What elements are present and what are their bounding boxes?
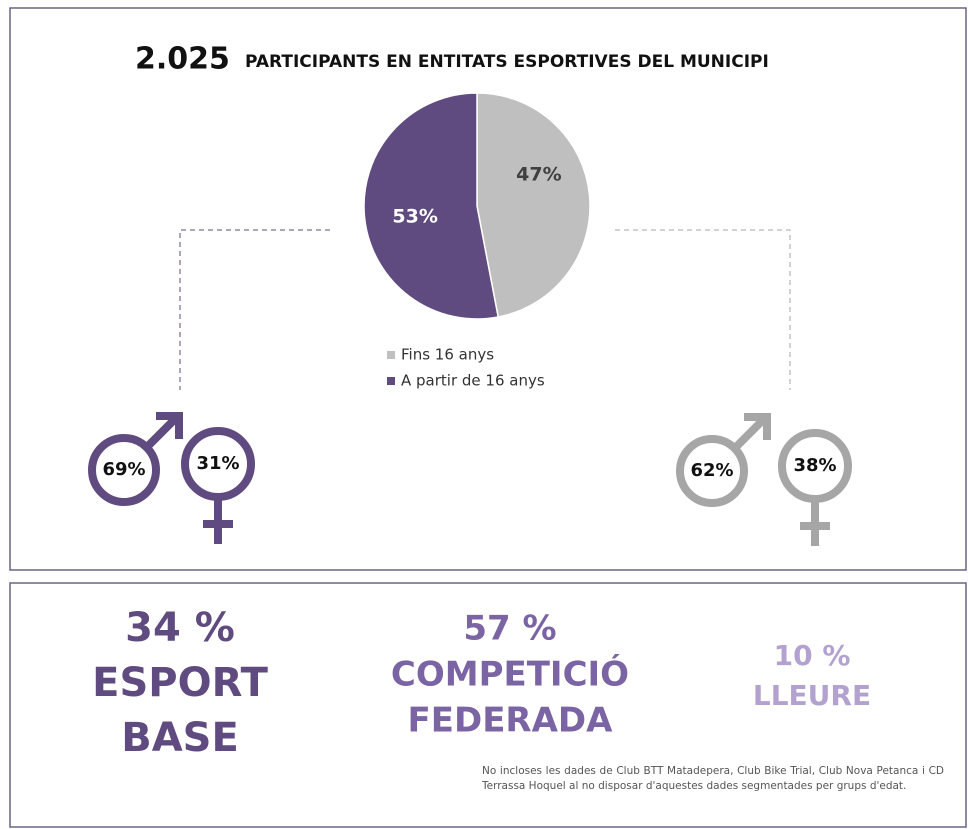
slice-label: 47% — [516, 164, 561, 186]
legend-swatch — [387, 351, 395, 359]
male-arrow — [144, 412, 183, 450]
header-number: 2.025 — [135, 42, 230, 77]
top-panel — [9, 7, 967, 571]
stat-label: BASE — [121, 715, 239, 761]
legend-label: Fins 16 anys — [401, 346, 494, 364]
stat-value: 34 % — [125, 605, 235, 651]
stat-value: 57 % — [463, 609, 556, 649]
connector — [615, 229, 791, 390]
stat-label: LLEURE — [753, 679, 871, 712]
slice-label: 53% — [392, 205, 437, 227]
pie-slice — [476, 92, 591, 318]
pie-slice — [363, 92, 500, 320]
connector — [179, 229, 330, 390]
stat-label: ESPORT — [92, 660, 268, 706]
male-symbol — [88, 434, 160, 506]
male-symbol — [676, 435, 748, 507]
female-cross — [800, 499, 830, 546]
legend-swatch — [387, 377, 395, 385]
male-share: 62% — [690, 460, 733, 481]
legend-label: A partir de 16 anys — [401, 372, 545, 390]
male-share: 69% — [102, 459, 145, 480]
header-title: PARTICIPANTS EN ENTITATS ESPORTIVES DEL … — [245, 52, 769, 72]
stat-value: 10 % — [774, 639, 851, 672]
female-share: 31% — [196, 453, 239, 474]
female-share: 38% — [793, 455, 836, 476]
female-cross — [203, 497, 233, 544]
male-arrow — [732, 413, 771, 451]
stat-label: COMPETICIÓ — [391, 654, 629, 695]
stat-label: FEDERADA — [408, 701, 614, 741]
footnote: No incloses les dades de Club BTT Matade… — [482, 765, 944, 792]
bottom-panel — [9, 582, 967, 828]
